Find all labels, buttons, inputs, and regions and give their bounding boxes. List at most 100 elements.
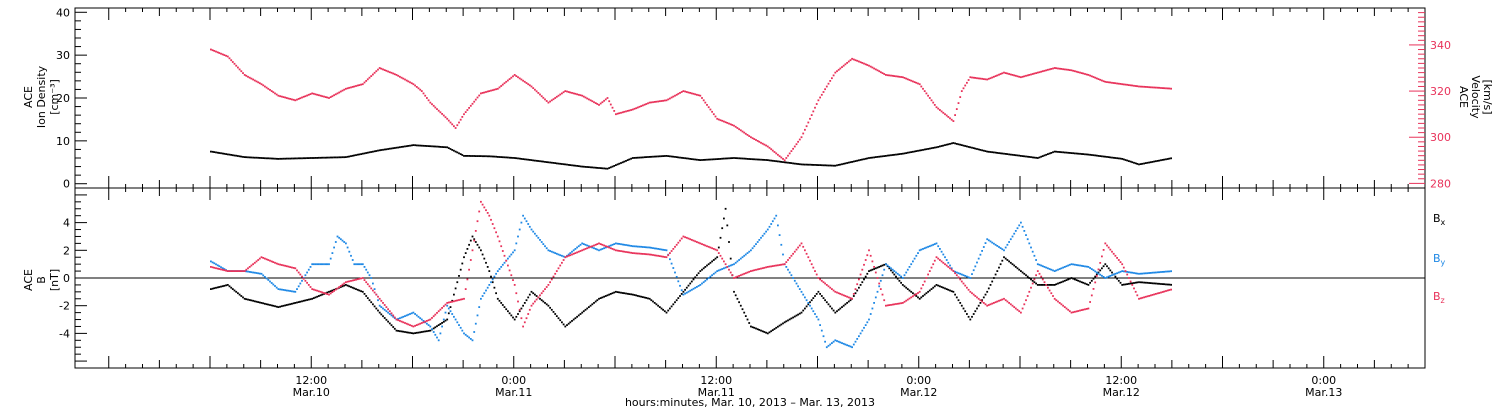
velocity-point bbox=[353, 85, 356, 88]
velocity-point bbox=[539, 93, 541, 96]
bx-point bbox=[645, 297, 648, 299]
density-point bbox=[1111, 156, 1113, 159]
velocity-point bbox=[697, 94, 700, 97]
bz-point bbox=[709, 246, 712, 249]
velocity-point bbox=[431, 103, 433, 106]
by-point bbox=[547, 249, 550, 252]
density-point bbox=[1062, 151, 1064, 154]
by-point bbox=[638, 245, 641, 248]
bz-point bbox=[593, 244, 595, 247]
bx-point bbox=[955, 296, 958, 299]
bx-point bbox=[1156, 282, 1159, 285]
bz-point bbox=[854, 288, 857, 290]
bz-point bbox=[426, 320, 428, 322]
bx-point bbox=[770, 330, 773, 333]
bz-point bbox=[787, 259, 789, 261]
velocity-point bbox=[576, 93, 578, 96]
bz-point bbox=[939, 259, 941, 261]
velocity-point bbox=[982, 78, 985, 80]
by-point bbox=[810, 307, 813, 310]
bz-point bbox=[785, 261, 788, 263]
by-point bbox=[284, 289, 287, 292]
velocity-point bbox=[395, 74, 398, 76]
bz-point bbox=[312, 288, 315, 291]
density-point bbox=[1121, 158, 1124, 160]
velocity-point bbox=[950, 118, 953, 121]
top-panel-points bbox=[210, 48, 1172, 170]
density-point bbox=[993, 151, 995, 154]
velocity-point bbox=[490, 89, 492, 92]
bz-point bbox=[588, 246, 590, 249]
bx-point bbox=[478, 246, 481, 249]
bz-point bbox=[944, 263, 946, 266]
bx-point bbox=[1160, 283, 1162, 285]
bx-point bbox=[847, 300, 850, 303]
bz-point bbox=[523, 321, 526, 324]
bz-point bbox=[699, 242, 702, 245]
density-point bbox=[534, 159, 536, 162]
density-point bbox=[542, 160, 545, 163]
bx-point bbox=[685, 286, 688, 289]
bz-point bbox=[414, 324, 416, 327]
velocity-point bbox=[255, 80, 258, 83]
bx-point bbox=[895, 275, 897, 278]
density-point bbox=[1136, 163, 1139, 165]
bx-point bbox=[611, 292, 614, 295]
bz-point bbox=[788, 257, 791, 259]
bz-point bbox=[885, 304, 887, 307]
bz-point bbox=[292, 267, 295, 269]
bz-point bbox=[896, 302, 899, 305]
bx-point bbox=[820, 295, 823, 297]
bx-point bbox=[510, 314, 513, 317]
density-point bbox=[944, 144, 946, 146]
bx-point bbox=[618, 291, 621, 294]
density-point bbox=[731, 157, 734, 159]
bx-point bbox=[547, 304, 550, 307]
density-point bbox=[1006, 153, 1009, 155]
bx-point bbox=[647, 297, 649, 300]
density-point bbox=[704, 158, 707, 161]
velocity-point bbox=[1047, 68, 1049, 71]
density-point bbox=[972, 147, 975, 149]
bz-point bbox=[584, 248, 587, 250]
velocity-point bbox=[1090, 75, 1093, 78]
by-point bbox=[611, 243, 614, 246]
velocity-point bbox=[291, 98, 293, 101]
density-point bbox=[485, 155, 487, 158]
bz-point bbox=[1121, 263, 1124, 266]
by-point bbox=[280, 288, 283, 291]
bz-point bbox=[542, 290, 545, 293]
velocity-point bbox=[1023, 75, 1026, 78]
by-point bbox=[792, 277, 794, 279]
velocity-point bbox=[906, 78, 909, 81]
density-point bbox=[466, 155, 469, 157]
by-point bbox=[766, 228, 769, 231]
density-point bbox=[557, 162, 560, 165]
velocity-point bbox=[243, 74, 246, 76]
velocity-point bbox=[650, 101, 653, 104]
bx-point bbox=[382, 315, 384, 318]
bz-point bbox=[1065, 307, 1068, 310]
bz-point bbox=[508, 269, 511, 272]
by-point bbox=[802, 293, 805, 296]
bz-point bbox=[935, 256, 938, 259]
bx-point bbox=[947, 288, 950, 291]
bz-point bbox=[864, 259, 867, 261]
velocity-point bbox=[836, 70, 838, 73]
bz-point bbox=[291, 266, 293, 269]
bz-point bbox=[1025, 299, 1027, 302]
density-point bbox=[525, 158, 528, 161]
density-point bbox=[1106, 156, 1108, 158]
by-point bbox=[287, 289, 290, 292]
by-point bbox=[1033, 254, 1036, 257]
bz-point bbox=[976, 296, 978, 299]
density-point bbox=[537, 160, 540, 162]
bz-point bbox=[667, 254, 670, 257]
by-point bbox=[836, 340, 838, 342]
by-point bbox=[252, 271, 254, 274]
bz-point bbox=[226, 270, 229, 272]
velocity-point bbox=[967, 79, 970, 81]
bx-point bbox=[760, 329, 762, 332]
bz-point bbox=[240, 270, 243, 272]
